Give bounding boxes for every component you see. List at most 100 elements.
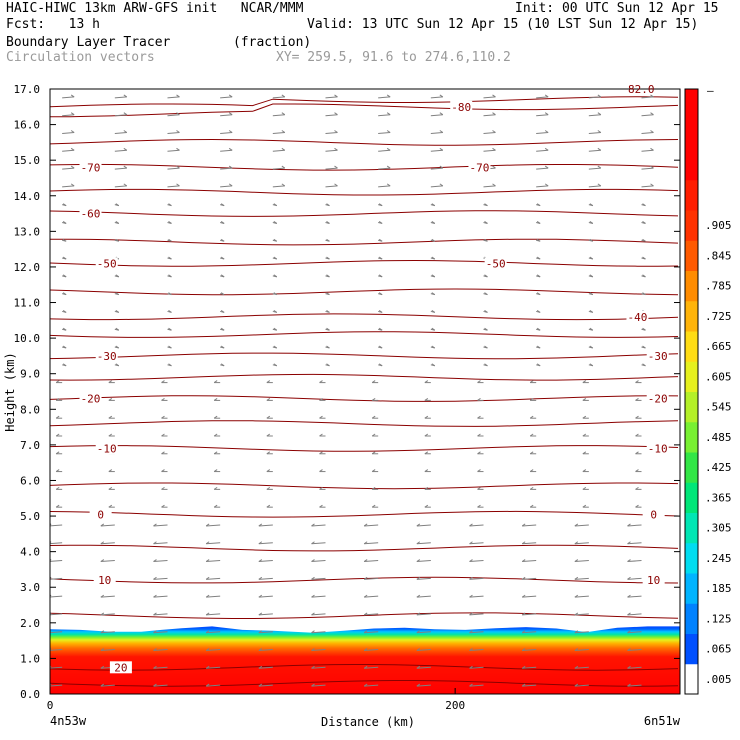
circulation-vector [430,112,444,117]
circulation-vector [167,256,172,260]
circulation-vector [483,94,496,99]
contour-line [50,576,679,584]
circulation-vector [469,665,484,669]
y-tick-label: 9.0 [20,368,40,381]
colorbar-label: .665 [705,340,732,353]
circulation-vector [272,203,278,207]
colorbar-label: .725 [705,310,732,323]
circulation-vector [161,433,168,437]
circulation-vector [319,469,326,473]
colorbar-label: .545 [705,401,732,414]
circulation-vector [363,612,379,616]
circulation-vector [62,363,67,367]
circulation-vector [319,486,326,490]
circulation-vector [220,203,225,207]
circulation-vector [153,612,168,616]
colorbar-swatch [685,603,698,634]
circulation-vector [424,380,431,384]
circulation-vector [62,345,67,349]
circulation-vector [167,203,172,207]
circulation-vector [325,310,330,313]
circulation-vector [220,221,225,224]
circulation-vector [213,415,221,419]
circulation-vector [100,612,115,616]
circulation-vector [430,310,436,313]
circulation-vector [62,165,75,170]
colorbar-frame [684,88,699,695]
circulation-vector [378,256,383,260]
circulation-vector [167,112,180,117]
circulation-vector [477,486,484,490]
circulation-vector [319,433,326,437]
circulation-vector [582,415,589,419]
circulation-vector [529,451,537,455]
circulation-vector [627,576,642,580]
circulation-vector [311,559,326,563]
circulation-vector [588,203,594,207]
circulation-vector [311,648,326,652]
circulation-vector [266,433,273,437]
circulation-vector [62,94,75,99]
circulation-vector [529,504,537,508]
circulation-vector [483,327,488,331]
circulation-vector [430,165,444,170]
colorbar-swatch [685,89,698,120]
contour-label: 0 [650,508,657,521]
colorbar-swatch [685,210,698,241]
circulation-vector [469,541,484,545]
circulation-vector [153,594,168,598]
circulation-vector [635,433,642,437]
circulation-vector [167,238,172,242]
circulation-vector [311,630,326,634]
circulation-vector [258,683,273,687]
contour-label-bg [646,442,669,455]
contour-label-clipped: 82.0 [628,83,655,96]
circulation-vector [536,292,541,296]
circulation-vector [574,665,589,669]
contour-line [50,96,679,108]
circulation-vector [266,486,273,490]
circulation-vector [363,594,379,598]
y-tick-label: 12.0 [14,261,41,274]
circulation-vector [114,130,128,134]
circulation-vector [521,594,537,598]
circulation-vector [378,221,383,224]
contour-label: -20 [81,393,101,406]
circulation-vector [536,363,541,367]
contour-label-bg [79,161,102,174]
circulation-vector [371,504,379,508]
circulation-vector [205,559,221,563]
circulation-vector [416,683,431,687]
circulation-vector [55,380,63,384]
circulation-vector [588,327,594,331]
contour-line [50,210,679,217]
colorbar-swatch [685,512,698,544]
contour-line [50,259,679,267]
circulation-vector [62,203,67,207]
circulation-vector [220,238,225,242]
circulation-vector [430,130,444,134]
valid-time: Valid: 13 UTC Sun 12 Apr 15 (10 LST Sun … [307,17,699,32]
circulation-vector [220,130,233,134]
colorbar-swatch [685,179,698,211]
circulation-vector [588,310,594,313]
contour-label-bg [450,100,473,113]
circulation-vector [114,327,120,331]
circulation-vector [627,648,642,652]
circulation-vector [114,203,120,207]
colorbar-swatch [685,361,698,392]
circulation-vector [378,327,383,331]
circulation-vector [635,415,642,419]
circulation-vector [424,451,431,455]
circulation-vector [272,221,278,224]
circulation-vector [430,147,444,152]
y-tick-label: 13.0 [14,225,41,238]
circulation-vector [529,486,537,490]
circulation-vector [114,221,120,224]
circulation-vector [378,112,391,117]
circulation-vector [161,486,168,490]
circulation-vector [272,274,278,278]
circulation-vector [635,504,642,508]
circulation-vector [272,165,286,170]
